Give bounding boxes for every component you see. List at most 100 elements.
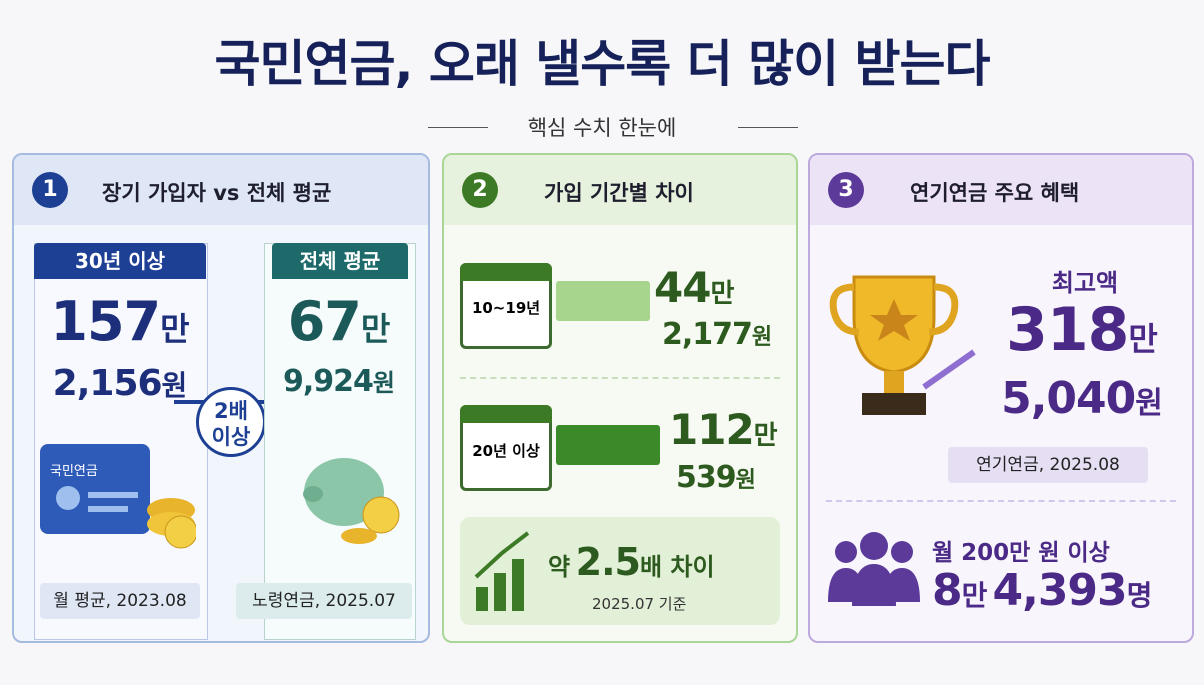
count-main: 4,393 bbox=[992, 565, 1127, 616]
won-unit: 원 bbox=[751, 325, 773, 350]
summary-suffix: 배 차이 bbox=[640, 553, 715, 581]
piggy-icon bbox=[303, 458, 400, 544]
growth-bar bbox=[512, 559, 524, 611]
arrow bbox=[922, 349, 976, 390]
panel: 3 연기연금 주요 혜택 최고액 318만 5,040원 연기연금, 2025.… bbox=[808, 153, 1194, 643]
bar bbox=[556, 281, 650, 321]
coin bbox=[164, 515, 196, 549]
amount: 44만 bbox=[654, 263, 734, 312]
won: 539원 bbox=[676, 460, 756, 495]
amount-main: 44 bbox=[654, 263, 711, 312]
trophy-star bbox=[870, 299, 918, 341]
won: 9,924원 bbox=[264, 363, 414, 399]
won-main: 9,924 bbox=[283, 364, 374, 399]
growth-arrow bbox=[474, 531, 530, 579]
panel-number: 1 bbox=[32, 172, 68, 208]
count-main: 8 bbox=[932, 565, 963, 616]
amount-main: 112 bbox=[669, 405, 755, 454]
separator bbox=[460, 377, 780, 379]
column bbox=[34, 243, 208, 640]
trophy-handle bbox=[829, 283, 860, 336]
summary: 약 2.5배 차이 bbox=[548, 540, 715, 584]
amount-main: 157 bbox=[50, 290, 161, 353]
people-icon bbox=[828, 532, 920, 606]
coin bbox=[362, 496, 400, 534]
won: 2,177원 bbox=[662, 317, 772, 352]
amount: 112만 bbox=[669, 405, 778, 454]
card-avatar bbox=[56, 486, 80, 510]
amount-main: 67 bbox=[287, 290, 362, 353]
panel-heading: 장기 가입자 vs 전체 평균 bbox=[102, 181, 332, 205]
footnote: 노령연금, 2025.07 bbox=[236, 583, 412, 619]
panel-number: 2 bbox=[462, 172, 498, 208]
panel-number: 3 bbox=[828, 172, 864, 208]
divider bbox=[428, 127, 488, 128]
amount-unit: 만 bbox=[710, 279, 735, 309]
growth-icon bbox=[474, 531, 530, 611]
card-line bbox=[88, 506, 128, 512]
bar bbox=[556, 425, 660, 465]
won-main: 539 bbox=[676, 460, 737, 495]
calendar-top bbox=[460, 405, 552, 423]
people bbox=[828, 564, 920, 606]
amount-unit: 만 bbox=[360, 310, 391, 348]
won-main: 2,177 bbox=[662, 317, 753, 352]
compare-text: 이상 bbox=[211, 425, 251, 449]
top-label: 최고액 bbox=[1051, 269, 1119, 297]
panel: 1 장기 가입자 vs 전체 평균 30년 이상 157만 2,156원 국민연… bbox=[12, 153, 430, 643]
amount-unit: 만 bbox=[160, 310, 190, 348]
panel-heading: 가입 기간별 차이 bbox=[544, 181, 694, 205]
trophy-base bbox=[862, 393, 926, 415]
growth-bar bbox=[494, 573, 506, 611]
person bbox=[835, 541, 857, 563]
summary-prefix: 약 bbox=[548, 553, 571, 581]
count-unit: 명 bbox=[1126, 579, 1153, 612]
compare-badge: 2배 이상 bbox=[196, 387, 266, 457]
separator bbox=[826, 500, 1176, 502]
amount-unit: 만 bbox=[1128, 320, 1158, 358]
panel: 2 가입 기간별 차이 10~19년 44만 2,177원 20년 이상 112… bbox=[442, 153, 798, 643]
count-label: 월 200만 원 이상 bbox=[932, 540, 1110, 566]
panel-header bbox=[444, 155, 796, 225]
won-unit: 원 bbox=[372, 369, 395, 397]
amount-main: 318 bbox=[1006, 295, 1129, 365]
growth-bar bbox=[476, 587, 488, 611]
calendar-top bbox=[460, 263, 552, 281]
amount: 67만 bbox=[264, 290, 414, 353]
won-main: 2,156 bbox=[52, 363, 163, 404]
period: 20년 이상 bbox=[472, 442, 540, 460]
divider bbox=[738, 127, 798, 128]
count: 8만 4,393명 bbox=[932, 565, 1152, 616]
summary-note: 2025.07 기준 bbox=[592, 595, 687, 613]
card-icon bbox=[40, 444, 196, 549]
won: 2,156원 bbox=[34, 363, 206, 404]
won-unit: 원 bbox=[735, 468, 756, 493]
card bbox=[40, 444, 150, 534]
won-unit: 원 bbox=[1135, 386, 1163, 421]
title: 국민연금, 오래 낼수록 더 많이 받는다 bbox=[214, 35, 990, 93]
trophy-icon bbox=[829, 275, 976, 415]
coin bbox=[341, 528, 377, 544]
person bbox=[891, 541, 913, 563]
summary-ratio: 2.5 bbox=[575, 540, 641, 584]
footnote: 연기연금, 2025.08 bbox=[948, 447, 1148, 483]
snout bbox=[303, 486, 323, 502]
person bbox=[860, 532, 888, 560]
amount: 157만 bbox=[34, 290, 206, 353]
card-label: 국민연금 bbox=[50, 464, 98, 479]
card-line bbox=[88, 492, 138, 498]
subtitle: 핵심 수치 한눈에 bbox=[527, 116, 677, 140]
panel-header bbox=[810, 155, 1192, 225]
compare-text: 2배 bbox=[214, 399, 248, 423]
amount: 318만 bbox=[982, 295, 1182, 365]
trophy-handle bbox=[928, 283, 959, 336]
won: 5,040원 bbox=[982, 373, 1182, 424]
trophy-stem bbox=[884, 371, 904, 393]
period: 10~19년 bbox=[471, 299, 541, 317]
won-unit: 원 bbox=[161, 369, 188, 402]
footnote: 월 평균, 2023.08 bbox=[40, 583, 200, 619]
column bbox=[264, 243, 416, 640]
amount-unit: 만 bbox=[753, 421, 778, 451]
panel-heading: 연기연금 주요 혜택 bbox=[910, 181, 1080, 205]
